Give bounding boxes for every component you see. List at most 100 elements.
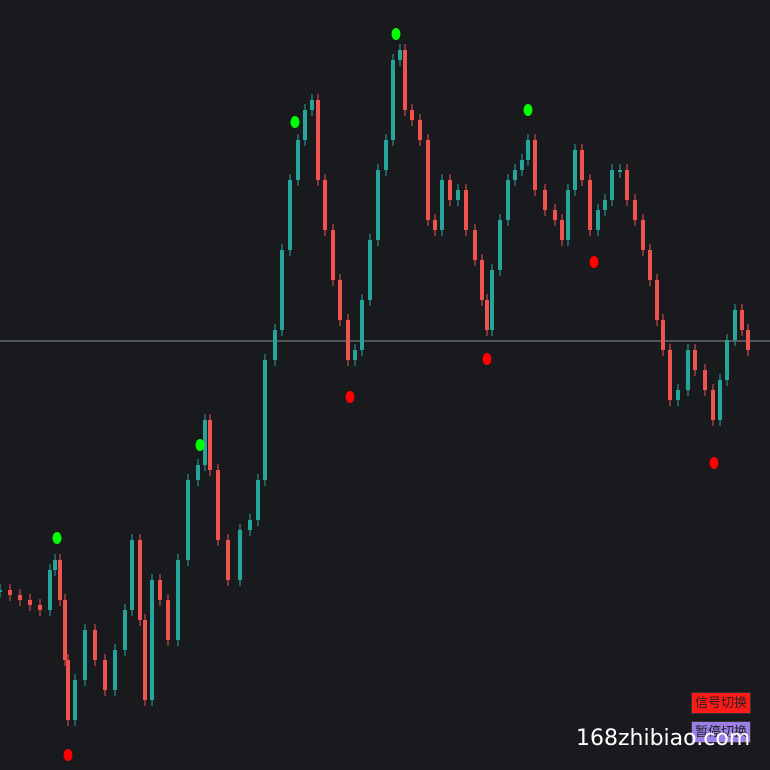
candle <box>138 540 142 620</box>
candle <box>296 140 300 180</box>
candle <box>186 480 190 560</box>
candle <box>655 280 659 320</box>
candle <box>533 140 537 190</box>
candle <box>553 210 557 220</box>
candle <box>256 480 260 520</box>
signal-dot <box>52 532 62 544</box>
candle <box>93 630 97 660</box>
candle <box>53 560 57 570</box>
candle <box>143 620 147 700</box>
candle <box>693 350 697 370</box>
candle <box>520 160 524 170</box>
candle <box>543 190 547 210</box>
candle <box>166 600 170 640</box>
candle <box>661 320 665 350</box>
candle <box>66 660 70 720</box>
candle <box>360 300 364 350</box>
candle <box>418 120 422 140</box>
candle <box>498 220 502 270</box>
candle <box>746 330 750 350</box>
candle <box>310 100 314 110</box>
candle <box>410 110 414 120</box>
candle <box>625 170 629 200</box>
candle <box>338 280 342 320</box>
candle <box>703 370 707 390</box>
candle <box>473 230 477 260</box>
candle <box>391 60 395 140</box>
candle <box>203 420 207 465</box>
candle <box>150 580 154 700</box>
candle <box>603 200 607 210</box>
candle <box>323 180 327 230</box>
candle <box>733 310 737 340</box>
candle <box>464 190 468 230</box>
candle <box>384 140 388 170</box>
candle <box>725 340 729 380</box>
candle <box>485 300 489 330</box>
candle <box>490 270 494 330</box>
signal-toggle-button[interactable]: 信号切换 <box>691 692 751 714</box>
candle <box>280 250 284 330</box>
candle <box>376 170 380 240</box>
candle <box>130 540 134 610</box>
candle <box>346 320 350 360</box>
candle <box>573 150 577 190</box>
candle <box>426 140 430 220</box>
candle <box>480 260 484 300</box>
candle <box>288 180 292 250</box>
candle <box>8 590 12 595</box>
candle <box>303 110 307 140</box>
signal-dot <box>589 256 599 268</box>
candle <box>123 610 127 650</box>
candle <box>58 560 62 600</box>
candle <box>610 170 614 200</box>
signal-dot <box>482 353 492 365</box>
candle <box>208 420 212 470</box>
candle <box>18 595 22 600</box>
candle <box>711 390 715 420</box>
candle <box>440 180 444 230</box>
candle <box>238 530 242 580</box>
candle <box>83 630 87 680</box>
candle <box>448 180 452 200</box>
signal-dot <box>391 28 401 40</box>
signal-dot <box>63 749 73 761</box>
pause-toggle-button[interactable]: 暂停切换 <box>691 721 751 743</box>
candle <box>618 170 622 172</box>
signal-dot <box>290 116 300 128</box>
candle <box>686 350 690 390</box>
signal-dot <box>345 391 355 403</box>
candle <box>641 220 645 250</box>
candle <box>368 240 372 300</box>
candle <box>580 150 584 180</box>
candle <box>113 650 117 690</box>
candle <box>718 380 722 420</box>
signal-dot <box>523 104 533 116</box>
candle <box>48 570 52 610</box>
candle <box>398 50 402 60</box>
candle <box>273 330 277 360</box>
candle <box>513 170 517 180</box>
candle <box>103 660 107 690</box>
candle <box>63 600 67 660</box>
candle <box>403 50 407 110</box>
watermark: 168zhibiao.com <box>576 726 751 751</box>
candle <box>740 310 744 330</box>
candle <box>596 210 600 230</box>
candle <box>196 465 200 480</box>
candle <box>216 470 220 540</box>
candle <box>263 360 267 480</box>
signal-dot <box>709 457 719 469</box>
candle <box>526 140 530 160</box>
candle <box>560 220 564 240</box>
candle <box>0 590 2 592</box>
candle <box>316 100 320 180</box>
candle <box>506 180 510 220</box>
candle <box>226 540 230 580</box>
candle <box>331 230 335 280</box>
candle <box>176 560 180 640</box>
candle <box>248 520 252 530</box>
candle <box>38 605 42 610</box>
